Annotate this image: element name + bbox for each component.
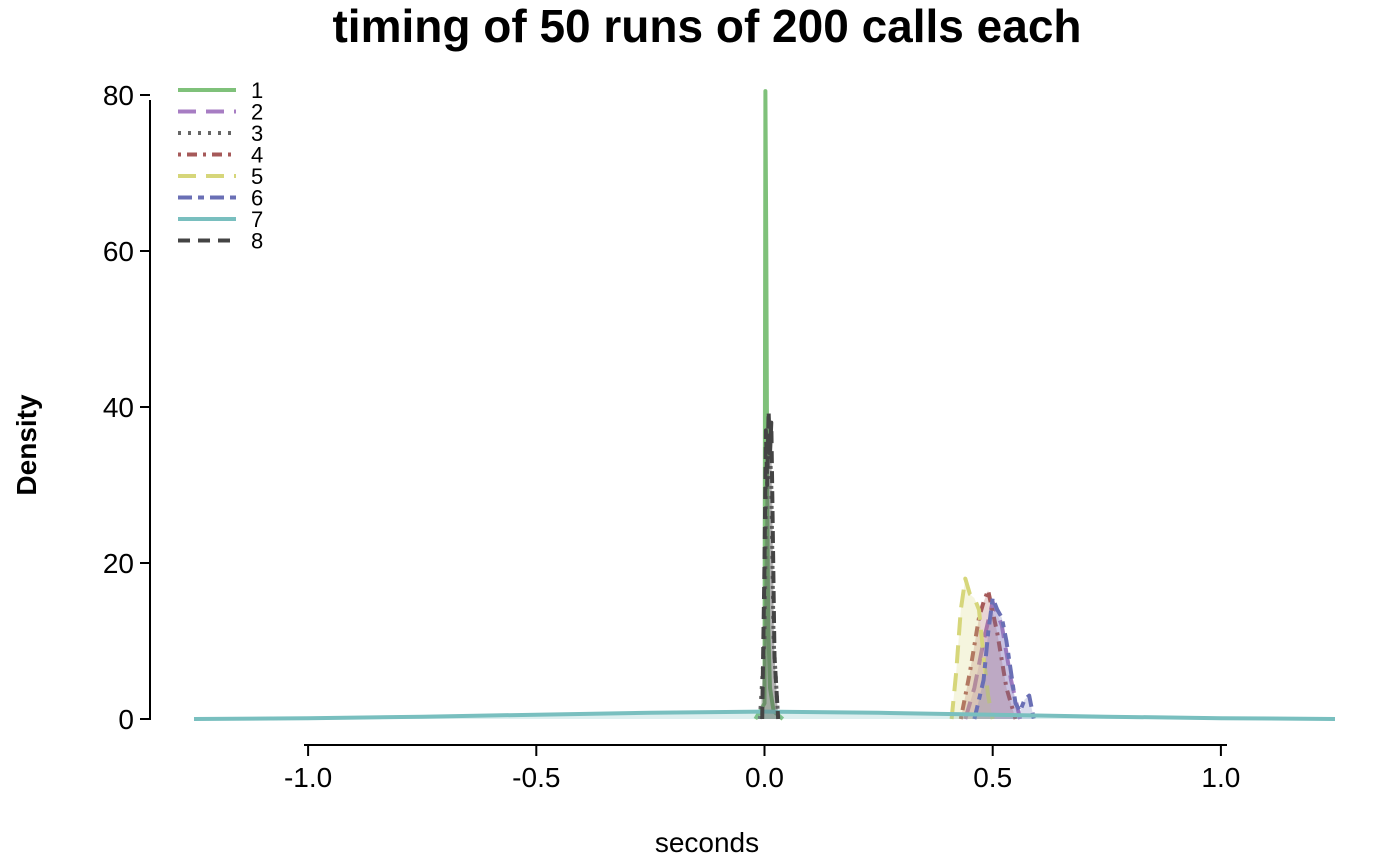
x-axis-ticks: -1.0 -0.5 0.0 0.5 1.0 bbox=[284, 745, 1240, 793]
legend-label-8: 8 bbox=[251, 229, 263, 254]
y-tick-label: 60 bbox=[103, 236, 134, 267]
chart-title: timing of 50 runs of 200 calls each bbox=[332, 0, 1081, 52]
legend-label-7: 7 bbox=[251, 207, 263, 232]
x-tick-label: 1.0 bbox=[1201, 762, 1240, 793]
series-8-line bbox=[760, 408, 781, 720]
y-axis-title: Density bbox=[11, 394, 42, 496]
series-2-area bbox=[965, 602, 1021, 719]
legend-label-5: 5 bbox=[251, 164, 263, 189]
y-tick-label: 40 bbox=[103, 392, 134, 423]
series-4-area bbox=[960, 590, 1016, 719]
series-4-line bbox=[958, 588, 1018, 720]
y-tick-label: 0 bbox=[118, 704, 134, 735]
x-tick-label: 0.5 bbox=[973, 762, 1012, 793]
x-axis-title: seconds bbox=[655, 827, 759, 858]
x-tick-label: -1.0 bbox=[284, 762, 332, 793]
y-tick-label: 20 bbox=[103, 548, 134, 579]
x-tick-label: -0.5 bbox=[512, 762, 560, 793]
series-6-area bbox=[974, 598, 1034, 719]
legend-label-2: 2 bbox=[251, 100, 263, 125]
legend-label-3: 3 bbox=[251, 121, 263, 146]
x-tick-label: 0.0 bbox=[745, 762, 784, 793]
legend-label-6: 6 bbox=[251, 186, 263, 211]
legend-label-4: 4 bbox=[251, 143, 263, 168]
series-3-area bbox=[759, 422, 779, 719]
legend-label-1: 1 bbox=[251, 78, 263, 103]
series-layer bbox=[193, 89, 1336, 721]
series-6-line bbox=[972, 596, 1036, 720]
y-tick-label: 80 bbox=[103, 80, 134, 111]
y-axis-ticks: 0 20 40 60 80 bbox=[103, 80, 150, 735]
series-7-line bbox=[193, 709, 1336, 721]
